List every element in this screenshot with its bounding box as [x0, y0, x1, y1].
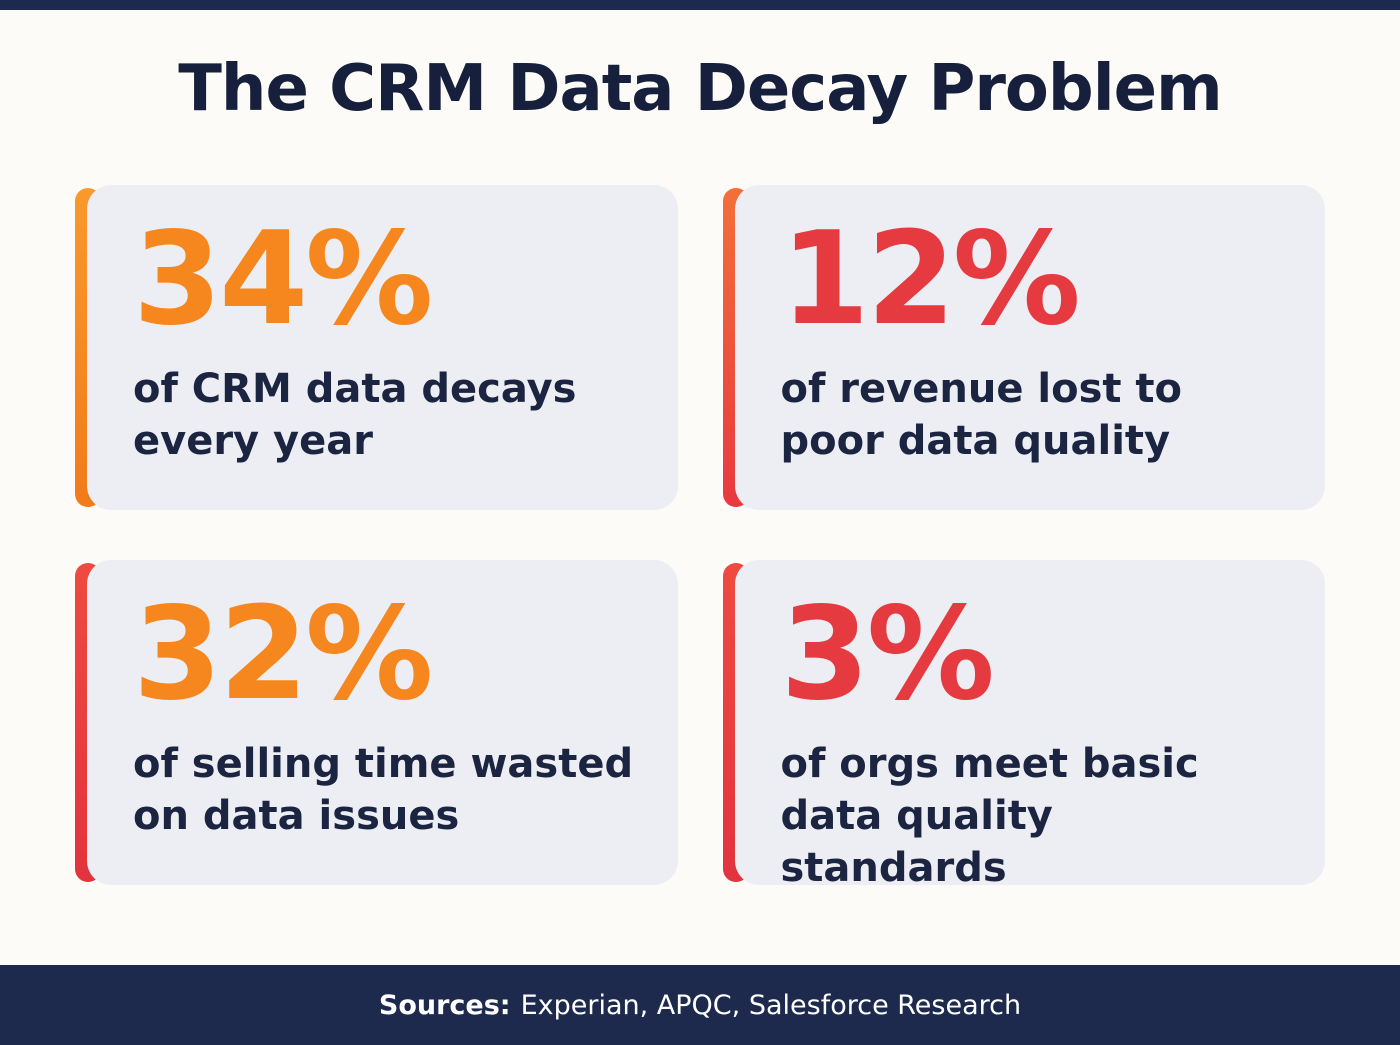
stat-label: of selling time wasted on data issues: [133, 741, 634, 840]
stat-card-quality-standards: 3% of orgs meet basic data quality stand…: [722, 560, 1325, 891]
page-title: The CRM Data Decay Problem: [178, 52, 1222, 126]
sources-label: Sources:: [378, 989, 511, 1021]
sources-text: Experian, APQC, Salesforce Research: [520, 989, 1022, 1021]
stat-value: 3%: [780, 580, 995, 729]
stat-value: 34%: [133, 205, 433, 354]
stat-card-body: 12% of revenue lost to poor data quality: [734, 185, 1325, 510]
stat-card-selling-time: 32% of selling time wasted on data issue…: [75, 560, 678, 885]
stat-card-body: 32% of selling time wasted on data issue…: [87, 560, 678, 885]
stat-card-crm-decay: 34% of CRM data decays every year: [75, 185, 678, 510]
stat-value: 12%: [780, 205, 1081, 354]
stat-value: 32%: [133, 580, 433, 729]
stats-grid: 34% of CRM data decays every year 12% of…: [75, 185, 1325, 891]
stat-card-revenue-lost: 12% of revenue lost to poor data quality: [722, 185, 1325, 510]
stat-label: of CRM data decays every year: [133, 366, 577, 465]
sources-footer: Sources: Experian, APQC, Salesforce Rese…: [0, 965, 1400, 1045]
stat-card-body: 3% of orgs meet basic data quality stand…: [734, 560, 1325, 891]
stat-card-body: 34% of CRM data decays every year: [87, 185, 678, 510]
stat-label: of revenue lost to poor data quality: [780, 366, 1183, 465]
stat-label: of orgs meet basic data quality standard…: [780, 741, 1199, 892]
top-accent-bar: [0, 0, 1400, 10]
